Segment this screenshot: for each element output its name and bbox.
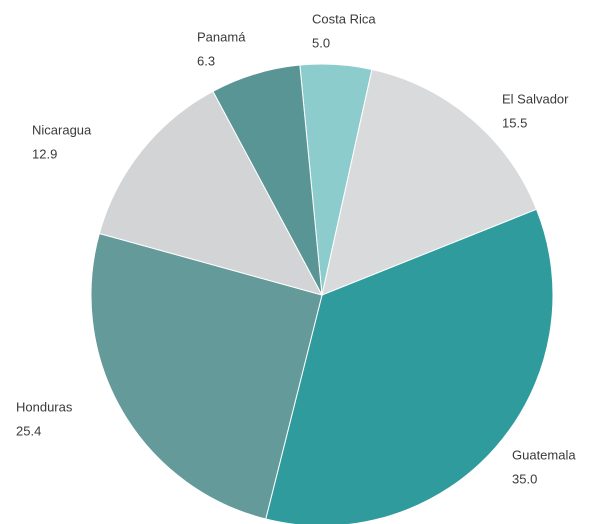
pie-slice bbox=[98, 90, 323, 296]
slice-label: Nicaragua bbox=[32, 122, 92, 137]
slice-value: 6.3 bbox=[197, 53, 215, 68]
slice-value: 15.5 bbox=[502, 115, 527, 130]
slice-label: Guatemala bbox=[512, 447, 576, 462]
slice-value: 25.4 bbox=[16, 423, 41, 438]
slice-value: 5.0 bbox=[312, 35, 330, 50]
slice-value: 35.0 bbox=[512, 471, 537, 486]
slice-label: Costa Rica bbox=[312, 11, 376, 26]
pie-slice bbox=[212, 64, 323, 296]
pie-slice bbox=[321, 68, 538, 296]
slice-value: 12.9 bbox=[32, 146, 57, 161]
slice-label: El Salvador bbox=[502, 91, 569, 106]
slice-label: Panamá bbox=[197, 29, 246, 44]
slice-label: Honduras bbox=[16, 399, 73, 414]
pie-slice bbox=[265, 208, 554, 524]
pie-slice bbox=[90, 232, 323, 520]
